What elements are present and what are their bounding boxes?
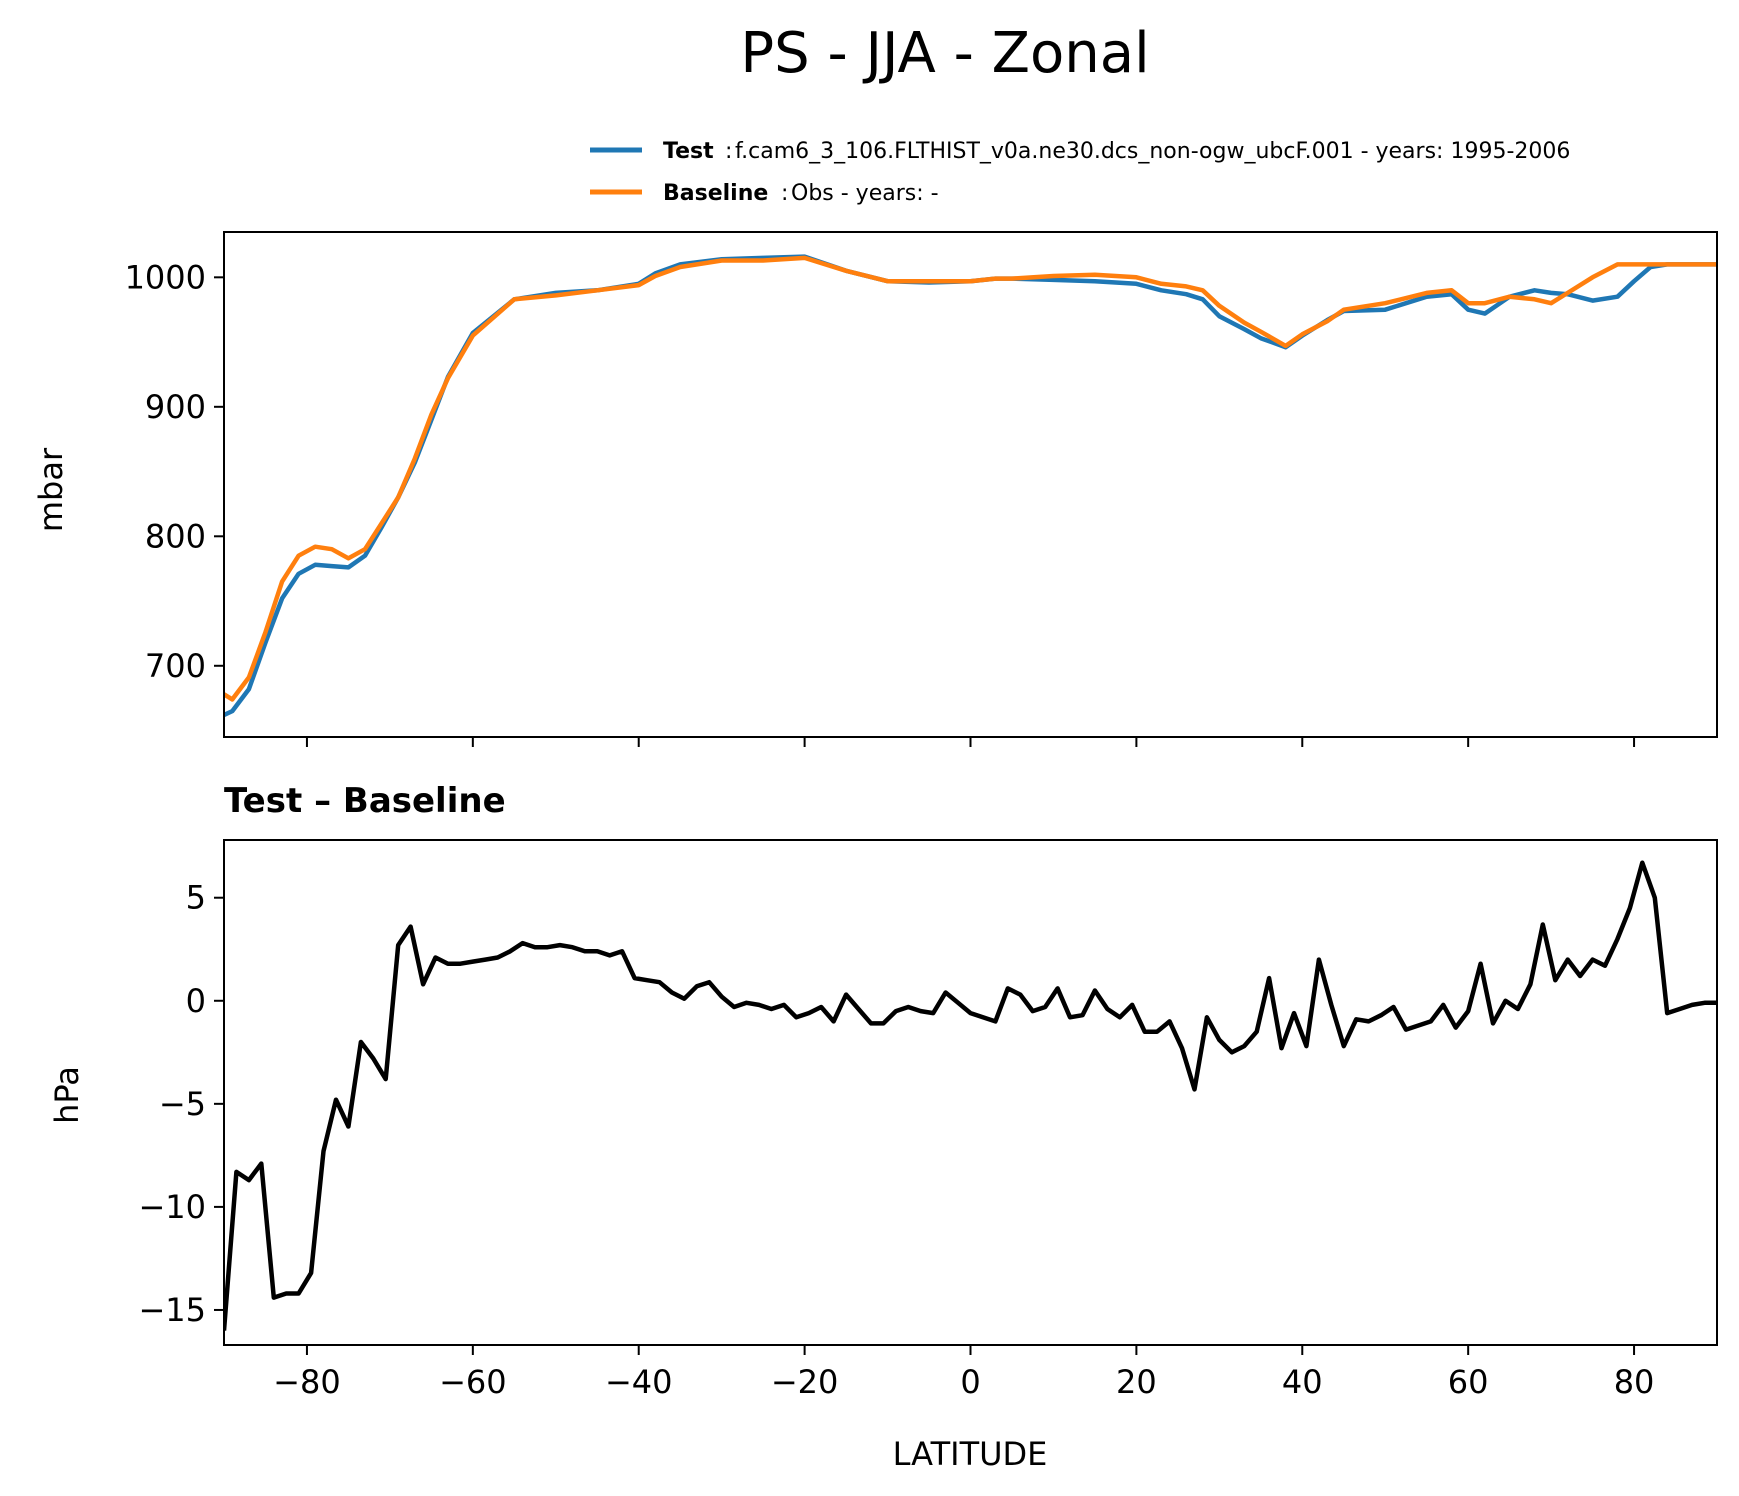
bottom-ytick-label: −5	[159, 1085, 206, 1123]
bottom-series-difference-line	[224, 860, 1717, 1331]
bottom-panel-xlabel: LATITUDE	[893, 1435, 1048, 1473]
bottom-ytick-label: −15	[138, 1291, 206, 1329]
top-ytick-label: 1000	[125, 258, 206, 296]
bottom-xtick-label: 80	[1614, 1363, 1655, 1401]
bottom-panel: Test – Baseline hPa LATITUDE −80 −60 −40 −2…	[48, 781, 1718, 1473]
legend-baseline-sep: :	[781, 181, 788, 206]
bottom-xtick-label: −60	[439, 1363, 507, 1401]
bottom-xtick-label: −40	[605, 1363, 673, 1401]
bottom-panel-title: Test – Baseline	[224, 781, 506, 821]
bottom-xtick-label: 20	[1116, 1363, 1157, 1401]
bottom-axes-frame	[223, 839, 1718, 1346]
bottom-xtick-label: −80	[273, 1363, 341, 1401]
top-panel: mbar 700 800 900 1000	[32, 231, 1718, 747]
bottom-ytick-label: 5	[186, 879, 206, 917]
top-ytick-label: 700	[145, 647, 206, 685]
top-ytick-label: 800	[145, 517, 206, 555]
bottom-xtick-label: 0	[960, 1363, 980, 1401]
bottom-panel-ylabel: hPa	[48, 1066, 86, 1124]
bottom-xtick-label: 60	[1448, 1363, 1489, 1401]
legend-baseline-value: Obs - years: -	[791, 181, 939, 206]
bottom-xtick-label: 40	[1282, 1363, 1323, 1401]
top-series-test-line	[224, 254, 1717, 718]
top-series-baseline-line	[224, 255, 1717, 702]
top-panel-ylabel: mbar	[32, 447, 70, 532]
figure-title: PS - JJA - Zonal	[740, 21, 1149, 86]
bottom-xtick-label: −20	[771, 1363, 839, 1401]
bottom-ytick-label: −10	[138, 1188, 206, 1226]
legend-baseline-key: Baseline	[663, 181, 768, 206]
legend-test-key: Test	[663, 139, 714, 164]
bottom-ytick-label: 0	[186, 982, 206, 1020]
legend-test-value: f.cam6_3_106.FLTHIST_v0a.ne30.dcs_non-og…	[735, 139, 1570, 164]
top-ytick-label: 900	[145, 388, 206, 426]
legend-test-sep: :	[725, 139, 732, 164]
legend: Test : f.cam6_3_106.FLTHIST_v0a.ne30.dcs…	[590, 139, 1570, 206]
